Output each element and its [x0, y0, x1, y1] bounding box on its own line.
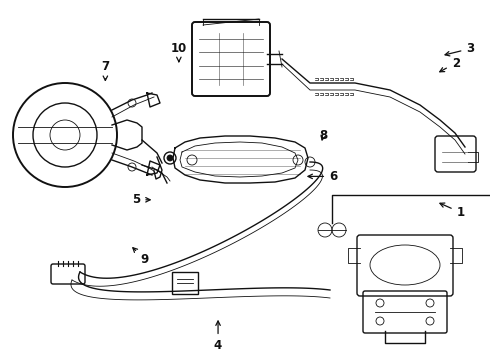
Text: 9: 9 [133, 248, 148, 266]
Text: 5: 5 [132, 193, 150, 206]
Text: 6: 6 [308, 170, 337, 183]
Text: 10: 10 [171, 42, 187, 62]
Circle shape [167, 155, 173, 161]
Text: 8: 8 [319, 129, 327, 141]
Text: 1: 1 [440, 203, 465, 219]
Text: 7: 7 [101, 60, 109, 80]
Text: 3: 3 [445, 42, 474, 56]
Text: 4: 4 [214, 321, 222, 352]
Text: 2: 2 [440, 57, 460, 72]
